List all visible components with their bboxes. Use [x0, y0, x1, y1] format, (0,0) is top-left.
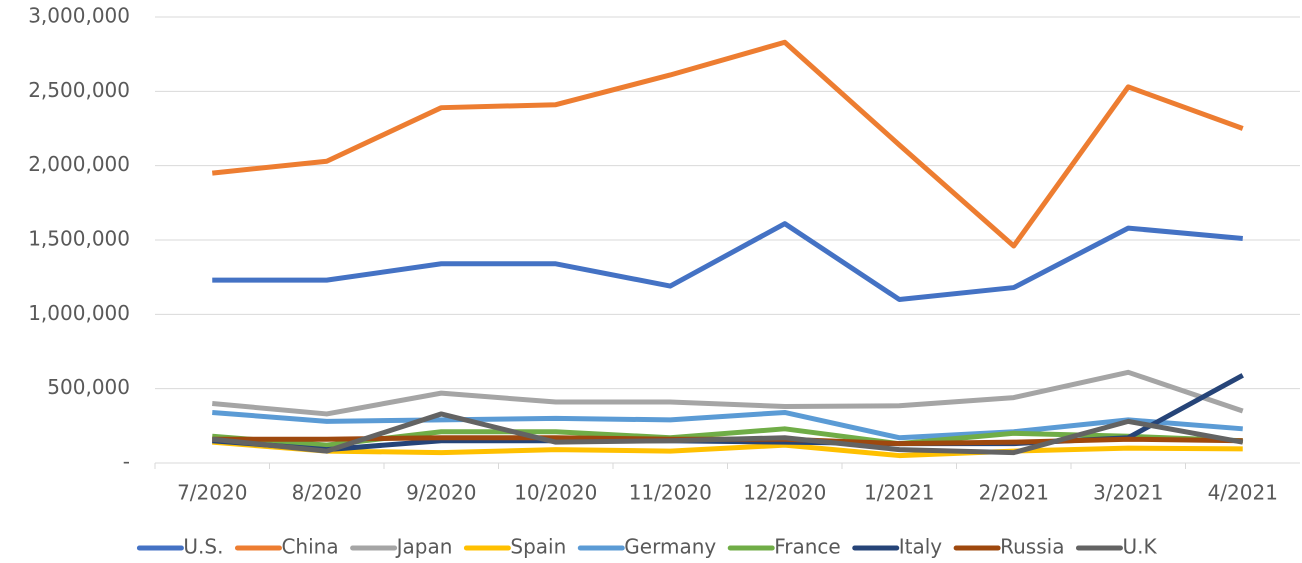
- x-tick-label: 3/2021: [1093, 481, 1163, 505]
- y-tick-label: -: [123, 450, 130, 474]
- x-tick-label: 4/2021: [1208, 481, 1278, 505]
- y-tick-label: 500,000: [47, 375, 130, 399]
- legend-label: Spain: [510, 535, 566, 559]
- x-tick-label: 8/2020: [292, 481, 362, 505]
- line-series: [212, 409, 1243, 441]
- x-tick-label: 1/2021: [864, 481, 934, 505]
- y-tick-label: 1,000,000: [28, 301, 130, 325]
- legend-label: Russia: [1000, 535, 1064, 559]
- legend-label: Germany: [624, 535, 716, 559]
- legend-label: Italy: [899, 535, 943, 559]
- line-series: [211, 411, 1244, 456]
- x-tick-label: 11/2020: [629, 481, 712, 505]
- legend-label: France: [774, 535, 841, 559]
- y-tick-label: 2,000,000: [28, 152, 130, 176]
- y-tick-label: 1,500,000: [28, 227, 130, 251]
- x-tick-label: 7/2020: [177, 481, 247, 505]
- line-series: [212, 369, 1244, 417]
- legend-label: U.K: [1122, 535, 1157, 559]
- y-tick-label: 3,000,000: [28, 4, 130, 28]
- legend-label: Japan: [395, 535, 453, 559]
- x-tick-label: 9/2020: [406, 481, 476, 505]
- x-tick-label: 10/2020: [514, 481, 597, 505]
- line-series: [211, 39, 1244, 249]
- x-tick-label: 12/2020: [743, 481, 826, 505]
- legend-label: U.S.: [183, 535, 223, 559]
- line-series: [212, 439, 1243, 459]
- x-tick-label: 2/2021: [979, 481, 1049, 505]
- y-tick-label: 2,500,000: [28, 78, 130, 102]
- legend-label: China: [281, 535, 338, 559]
- line-series: [212, 221, 1243, 302]
